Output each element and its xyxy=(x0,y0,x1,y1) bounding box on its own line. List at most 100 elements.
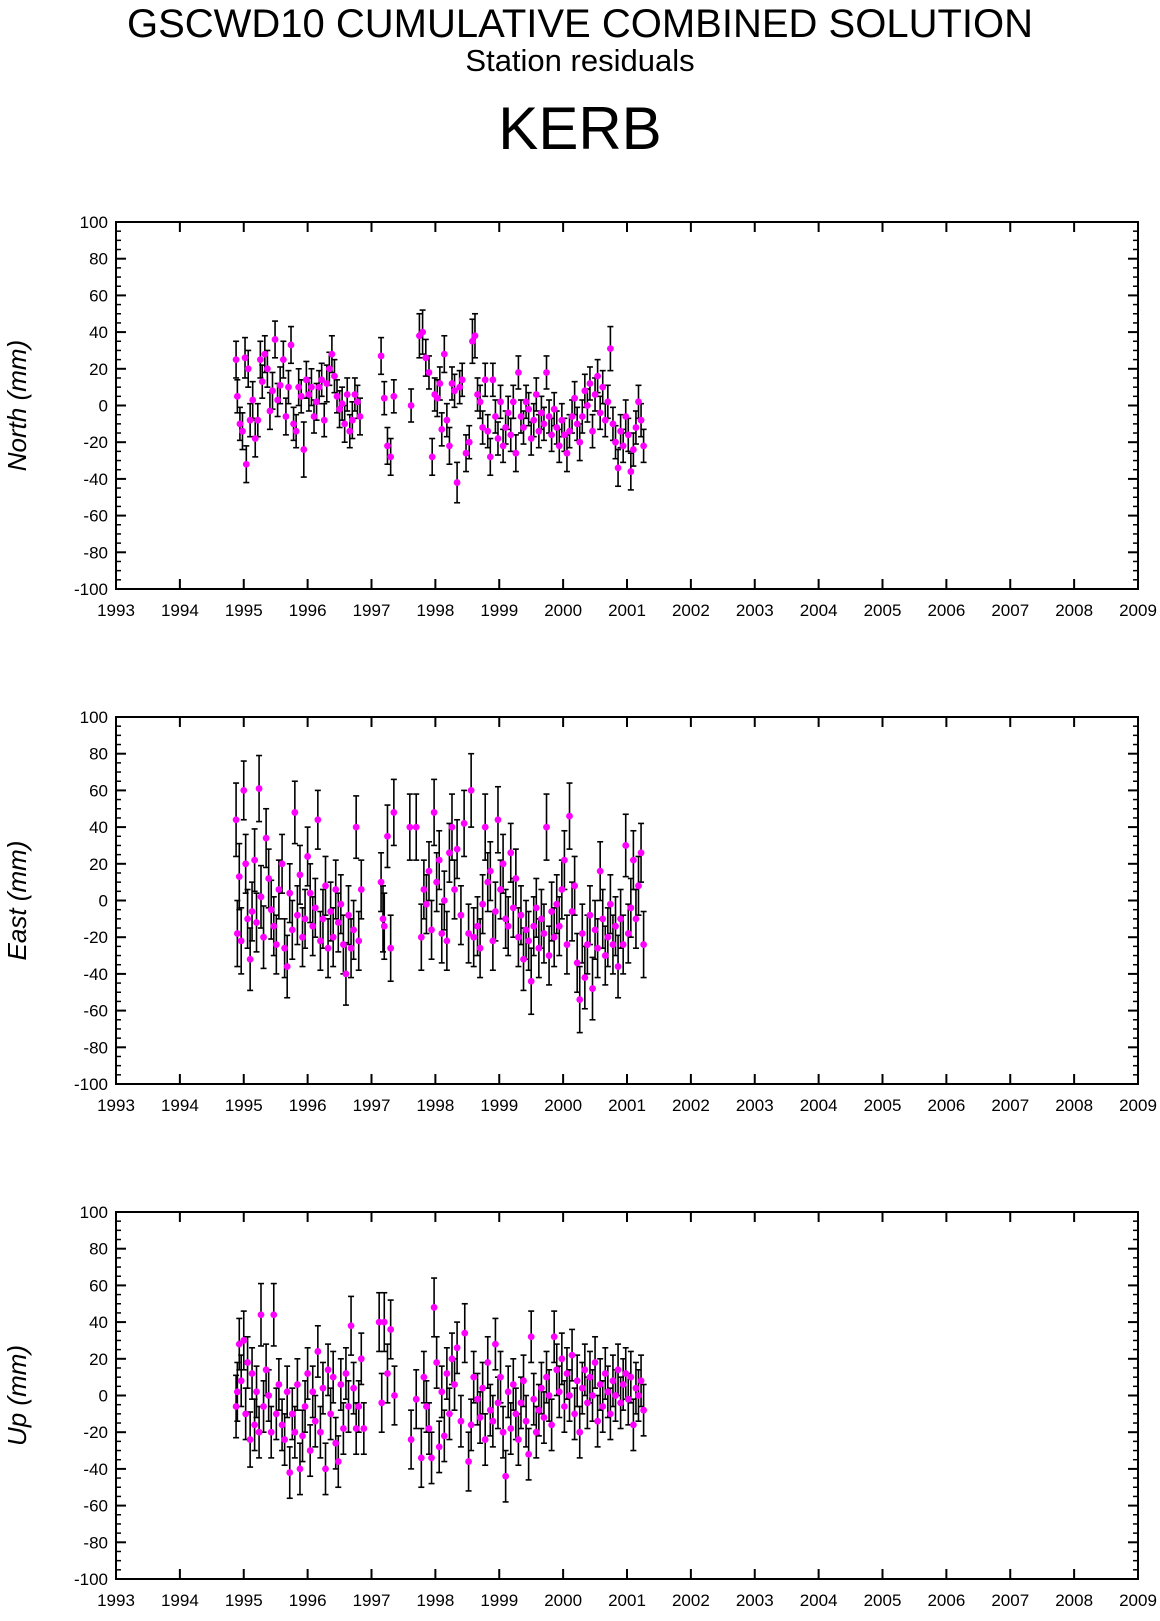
x-tick-label: 2004 xyxy=(800,601,838,620)
data-point xyxy=(334,919,342,926)
data-point xyxy=(242,1410,250,1418)
data-point xyxy=(237,1377,245,1385)
data-point xyxy=(286,889,294,897)
x-tick-label: 2005 xyxy=(864,1591,902,1610)
data-point xyxy=(345,1403,352,1410)
data-point xyxy=(257,893,265,901)
data-point xyxy=(535,944,543,952)
data-point xyxy=(578,1384,586,1392)
data-point xyxy=(545,1392,553,1399)
data-point xyxy=(391,1392,398,1399)
data-point xyxy=(550,933,558,941)
data-point xyxy=(586,1373,594,1381)
data-point xyxy=(499,442,507,450)
x-tick-label: 2009 xyxy=(1119,1096,1157,1115)
data-point xyxy=(637,416,645,424)
data-point xyxy=(550,1333,558,1341)
data-point xyxy=(324,944,332,952)
data-point xyxy=(627,1373,635,1381)
data-point xyxy=(479,1384,487,1392)
data-point xyxy=(428,453,436,461)
y-tick-label: 0 xyxy=(99,397,108,416)
x-tick-label: 1994 xyxy=(161,601,199,620)
data-point xyxy=(275,886,283,893)
data-point xyxy=(629,856,637,864)
data-point xyxy=(337,1381,345,1388)
data-point xyxy=(532,904,540,912)
data-point xyxy=(331,372,338,380)
data-point xyxy=(423,900,430,908)
y-tick-label: -60 xyxy=(83,1002,108,1021)
data-point xyxy=(456,383,464,391)
data-point xyxy=(291,809,299,816)
y-tick-label: -100 xyxy=(74,580,108,599)
data-point xyxy=(471,332,479,340)
x-tick-label: 2002 xyxy=(672,1591,710,1610)
data-point xyxy=(581,387,589,395)
data-point xyxy=(281,944,289,952)
y-tick-label: 60 xyxy=(89,286,108,305)
data-point xyxy=(497,886,504,893)
data-point xyxy=(515,369,522,376)
data-point xyxy=(589,985,596,992)
data-point xyxy=(492,413,499,420)
data-point xyxy=(512,875,520,882)
data-point xyxy=(240,1337,248,1344)
x-tick-label: 2006 xyxy=(927,601,965,620)
data-point xyxy=(242,460,250,468)
data-point xyxy=(420,886,428,893)
station-name: KERB xyxy=(498,95,662,162)
data-point xyxy=(347,1322,355,1330)
data-point xyxy=(417,933,425,941)
data-point xyxy=(571,1410,579,1418)
data-point xyxy=(520,424,527,431)
data-point xyxy=(304,853,312,860)
data-point xyxy=(548,431,556,439)
y-tick-label: 60 xyxy=(89,781,108,800)
data-point xyxy=(453,479,461,486)
data-point xyxy=(387,1326,395,1333)
x-tick-label: 2007 xyxy=(991,1591,1029,1610)
data-point xyxy=(489,1417,497,1425)
data-point xyxy=(352,1425,360,1432)
data-point xyxy=(251,435,259,442)
data-point xyxy=(232,816,240,824)
data-point xyxy=(425,1425,433,1432)
data-point xyxy=(474,1395,481,1403)
data-point xyxy=(253,919,260,926)
data-point xyxy=(486,453,494,461)
data-point xyxy=(255,1428,263,1436)
data-point xyxy=(260,933,267,941)
data-point xyxy=(248,1370,256,1377)
x-tick-label: 1994 xyxy=(161,1096,199,1115)
data-point xyxy=(555,1388,563,1396)
x-tick-label: 1995 xyxy=(225,1591,263,1610)
data-point xyxy=(484,1359,492,1366)
data-point xyxy=(305,391,313,398)
data-point xyxy=(470,1373,478,1381)
data-point xyxy=(357,1355,365,1363)
data-point xyxy=(502,1472,510,1480)
x-tick-label: 2003 xyxy=(736,1591,774,1610)
data-point xyxy=(573,1377,581,1385)
data-point xyxy=(261,350,269,358)
data-point xyxy=(239,427,246,435)
chart-main-title: GSCWD10 CUMULATIVE COMBINED SOLUTION xyxy=(126,2,1034,46)
y-tick-label: -20 xyxy=(83,433,108,452)
data-point xyxy=(489,376,497,384)
data-point xyxy=(332,1439,340,1447)
data-point xyxy=(507,849,515,857)
data-point xyxy=(522,1417,530,1425)
data-point xyxy=(308,383,315,391)
data-point xyxy=(337,900,345,908)
data-point xyxy=(527,977,535,985)
data-point xyxy=(548,1421,556,1429)
y-tick-label: -40 xyxy=(83,1460,108,1479)
data-point xyxy=(606,1410,614,1418)
data-point xyxy=(522,398,530,406)
data-point xyxy=(453,845,461,853)
data-point xyxy=(440,1432,448,1440)
data-point xyxy=(425,369,433,376)
data-point xyxy=(492,1340,499,1348)
data-point xyxy=(274,396,282,404)
